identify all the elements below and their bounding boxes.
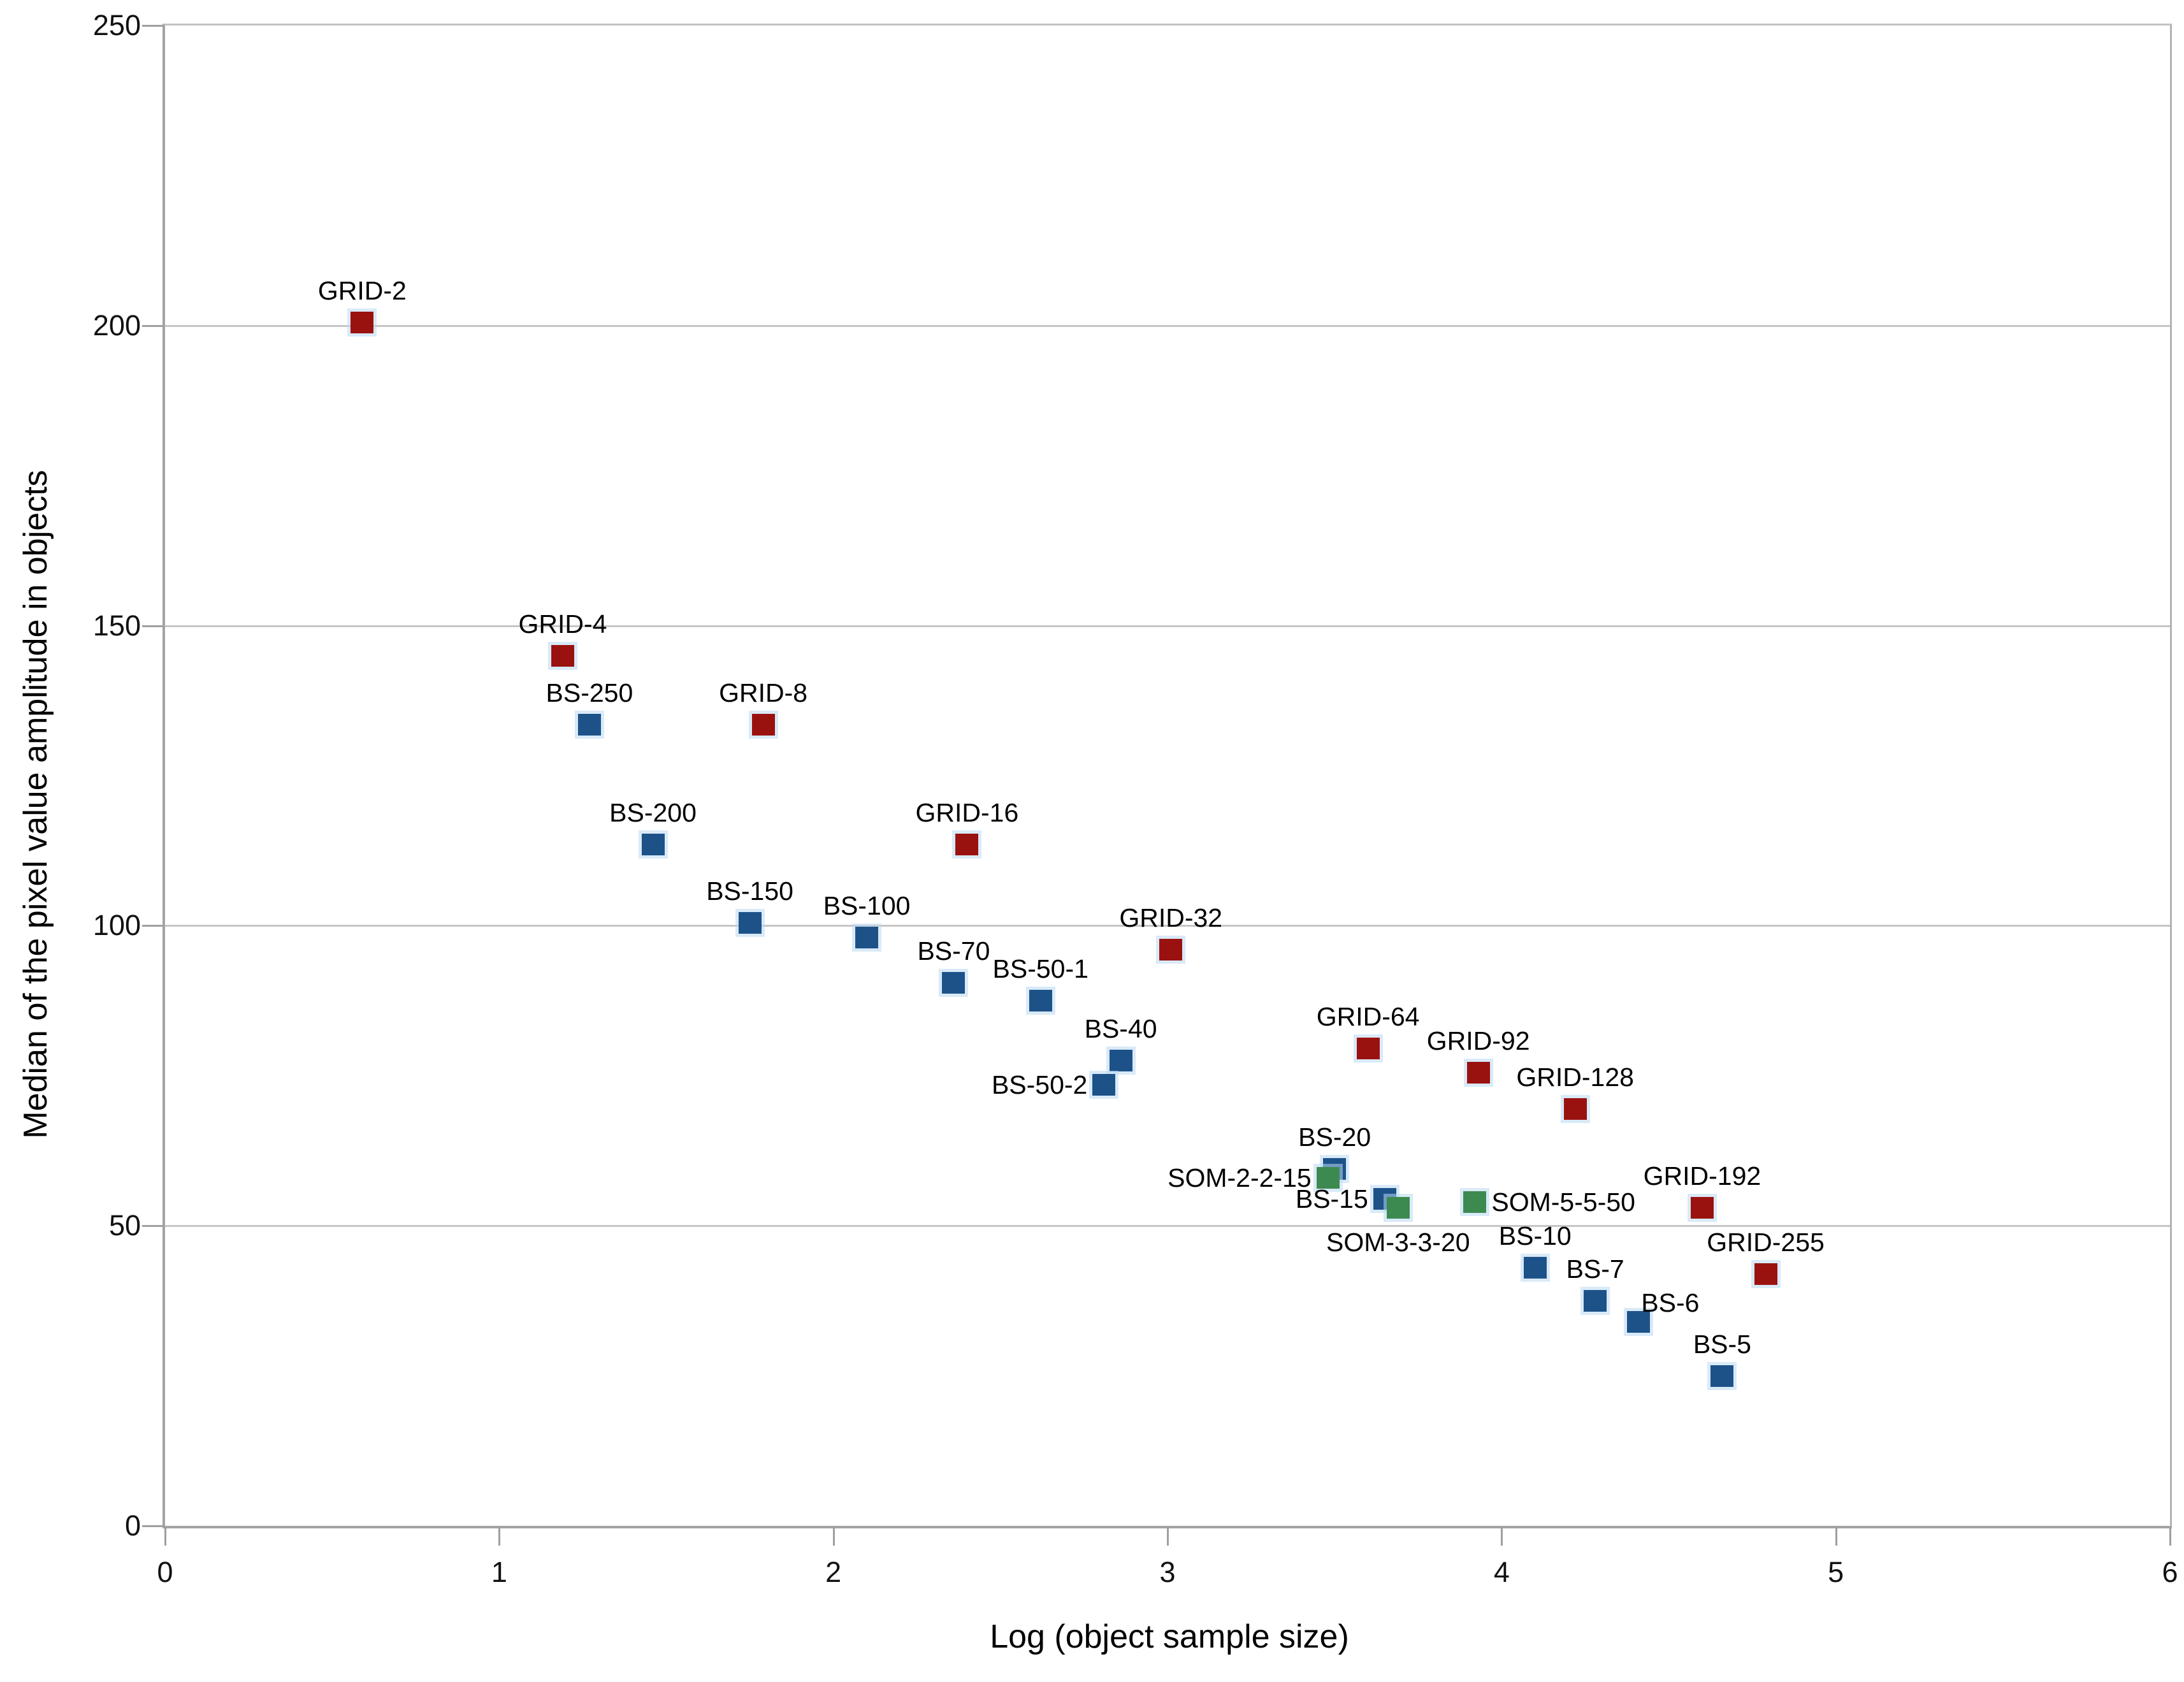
label-grid-32: GRID-32	[1119, 903, 1223, 933]
label-bs-70: BS-70	[917, 936, 990, 966]
x-tick-label: 5	[1828, 1556, 1844, 1588]
x-axis-tick	[1167, 1526, 1169, 1546]
plot-area: 0 50 100 150 200 250 0 1 2 3 4 5 6 GRID-2 GRID-4 BS-250…	[93, 10, 2178, 1588]
marker-bs-200	[641, 834, 665, 856]
label-bs-6: BS-6	[1641, 1287, 1700, 1317]
y-axis-tick	[142, 1525, 163, 1527]
h-gridline	[165, 925, 2170, 927]
y-axis-tick	[142, 25, 163, 27]
label-grid-4: GRID-4	[518, 609, 607, 639]
marker-bs-100	[855, 927, 879, 949]
marker-som-3-3-20	[1386, 1196, 1410, 1219]
marker-bs-5	[1710, 1365, 1734, 1387]
label-bs-150: BS-150	[706, 876, 793, 906]
y-axis-tick	[142, 625, 163, 627]
label-grid-8: GRID-8	[719, 678, 808, 707]
y-tick-label: 100	[92, 909, 141, 942]
label-grid-64: GRID-64	[1316, 1002, 1420, 1032]
label-som-3-3-20: SOM-3-3-20	[1326, 1227, 1470, 1257]
marker-grid-255	[1754, 1263, 1777, 1285]
marker-grid-128	[1563, 1098, 1587, 1120]
x-tick-label: 3	[1159, 1556, 1176, 1588]
label-grid-92: GRID-92	[1426, 1026, 1530, 1056]
label-bs-200: BS-200	[609, 798, 697, 828]
label-grid-2: GRID-2	[317, 276, 407, 306]
h-gridline	[165, 1225, 2170, 1228]
x-tick-label: 4	[1493, 1556, 1510, 1588]
label-bs-10: BS-10	[1498, 1221, 1572, 1251]
label-grid-128: GRID-128	[1516, 1062, 1634, 1092]
marker-bs-40	[1109, 1050, 1132, 1072]
marker-bs-7	[1584, 1289, 1607, 1312]
x-axis-tick	[164, 1526, 166, 1546]
x-tick-label: 1	[491, 1556, 507, 1588]
x-axis-title: Log (object sample size)	[990, 1618, 1349, 1655]
label-som-2-2-15: SOM-2-2-15	[1168, 1163, 1312, 1193]
h-gridline	[165, 625, 2170, 627]
marker-bs-70	[942, 971, 965, 994]
marker-som-5-5-50	[1463, 1191, 1487, 1213]
marker-bs-10	[1523, 1257, 1547, 1279]
marker-bs-250	[577, 713, 601, 736]
label-grid-255: GRID-255	[1707, 1227, 1825, 1257]
y-tick-label: 0	[124, 1509, 141, 1542]
marker-grid-32	[1159, 939, 1183, 961]
y-axis-tick	[142, 925, 163, 927]
marker-bs-150	[738, 911, 762, 934]
x-axis-tick	[1835, 1526, 1837, 1546]
y-tick-label: 50	[108, 1209, 141, 1242]
label-bs-50-1: BS-50-1	[992, 954, 1088, 984]
x-axis-tick	[498, 1526, 501, 1546]
y-tick-label: 200	[92, 308, 141, 342]
marker-bs-6	[1627, 1310, 1651, 1333]
y-tick-label: 250	[92, 9, 141, 41]
marker-grid-2	[351, 312, 374, 334]
y-tick-label: 150	[92, 609, 141, 642]
label-bs-15: BS-15	[1295, 1184, 1368, 1214]
marker-grid-8	[751, 713, 775, 736]
marker-grid-4	[551, 644, 574, 667]
x-tick-label: 6	[2162, 1556, 2178, 1588]
marker-grid-64	[1356, 1038, 1380, 1060]
label-bs-250: BS-250	[546, 678, 633, 707]
label-bs-40: BS-40	[1084, 1014, 1157, 1044]
y-axis-tick	[142, 1225, 163, 1228]
label-bs-50-2: BS-50-2	[991, 1069, 1088, 1099]
label-bs-20: BS-20	[1298, 1122, 1371, 1152]
marker-grid-192	[1690, 1196, 1714, 1219]
marker-som-2-2-15	[1316, 1166, 1340, 1189]
x-tick-label: 2	[825, 1556, 842, 1588]
marker-grid-16	[955, 834, 979, 856]
x-axis-tick	[2169, 1526, 2171, 1546]
label-som-5-5-50: SOM-5-5-50	[1491, 1187, 1635, 1217]
x-axis-tick	[832, 1526, 835, 1546]
x-axis-tick	[1501, 1526, 1503, 1546]
label-bs-5: BS-5	[1693, 1329, 1751, 1359]
label-bs-100: BS-100	[823, 891, 911, 921]
label-grid-192: GRID-192	[1643, 1161, 1761, 1191]
y-axis-title: Median of the pixel value amplitude in o…	[17, 470, 54, 1139]
x-tick-label: 0	[157, 1556, 173, 1588]
label-grid-16: GRID-16	[915, 798, 1019, 828]
h-gridline	[165, 324, 2170, 327]
label-bs-7: BS-7	[1566, 1254, 1624, 1284]
y-axis-tick	[142, 324, 163, 327]
marker-bs-50-1	[1029, 990, 1052, 1012]
marker-grid-92	[1466, 1062, 1490, 1084]
marker-bs-50-2	[1092, 1073, 1116, 1096]
